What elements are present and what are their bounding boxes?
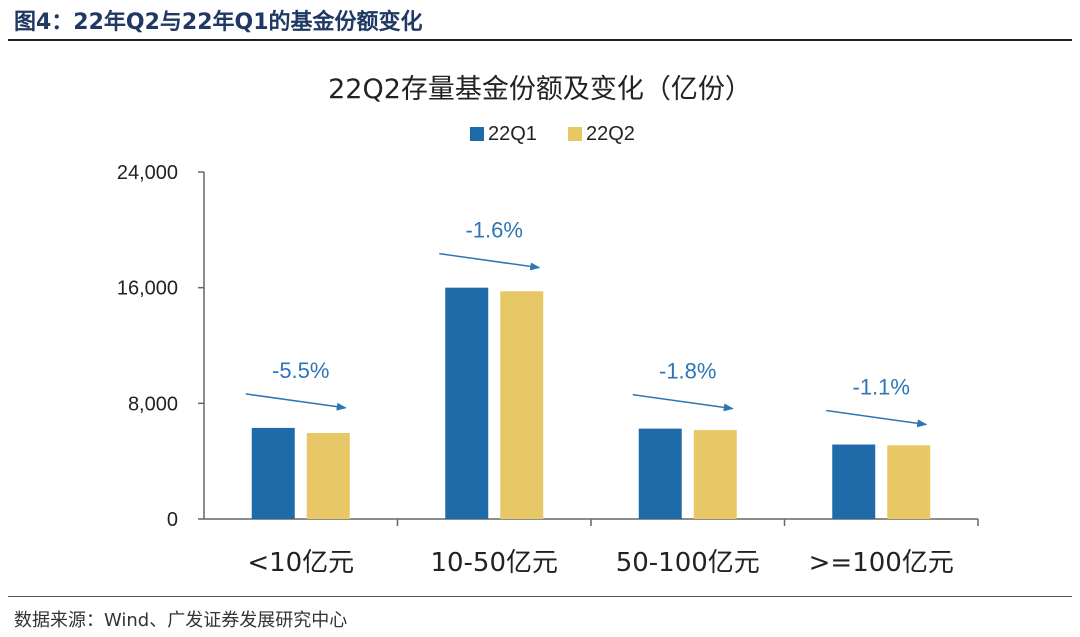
source-note: 数据来源：Wind、广发证券发展研究中心: [14, 610, 348, 631]
bottom-rule: [8, 596, 1072, 597]
change-arrow: [826, 409, 928, 428]
legend-label-22q1: 22Q1: [488, 123, 537, 145]
bar-22q1-1: [251, 427, 295, 519]
chart-title: 22Q2存量基金份额及变化（亿份）: [328, 74, 752, 105]
legend-label-22q2: 22Q2: [586, 123, 635, 145]
bar-22q1-2: [445, 287, 489, 519]
bar-22q2-4: [887, 445, 931, 519]
legend-swatch-22q1: [470, 127, 484, 141]
y-tick-label: 8,000: [128, 393, 178, 415]
bar-22q2-2: [500, 291, 544, 519]
bar-22q2-3: [693, 430, 737, 519]
top-rule: [8, 39, 1072, 41]
x-tick-label: 50-100亿元: [616, 548, 760, 578]
change-arrow: [632, 393, 734, 412]
y-tick-label: 24,000: [117, 162, 178, 184]
x-tick-label: >=100亿元: [809, 548, 954, 578]
x-tick-label: 10-50亿元: [430, 548, 558, 578]
change-arrow: [245, 393, 347, 411]
y-tick-label: 0: [167, 509, 178, 531]
change-label: -5.5%: [272, 358, 329, 383]
change-label: -1.1%: [853, 375, 910, 400]
bar-22q1-3: [638, 428, 682, 519]
bar-22q1-4: [832, 444, 876, 519]
y-tick-label: 16,000: [117, 278, 178, 300]
legend-swatch-22q2: [568, 127, 582, 141]
bar-22q2-1: [306, 432, 350, 519]
change-label: -1.8%: [659, 359, 716, 384]
change-label: -1.6%: [466, 218, 523, 243]
x-tick-label: <10亿元: [247, 548, 354, 578]
figure-title: 图4：22年Q2与22年Q1的基金份额变化: [14, 10, 423, 35]
change-arrow: [439, 252, 541, 271]
